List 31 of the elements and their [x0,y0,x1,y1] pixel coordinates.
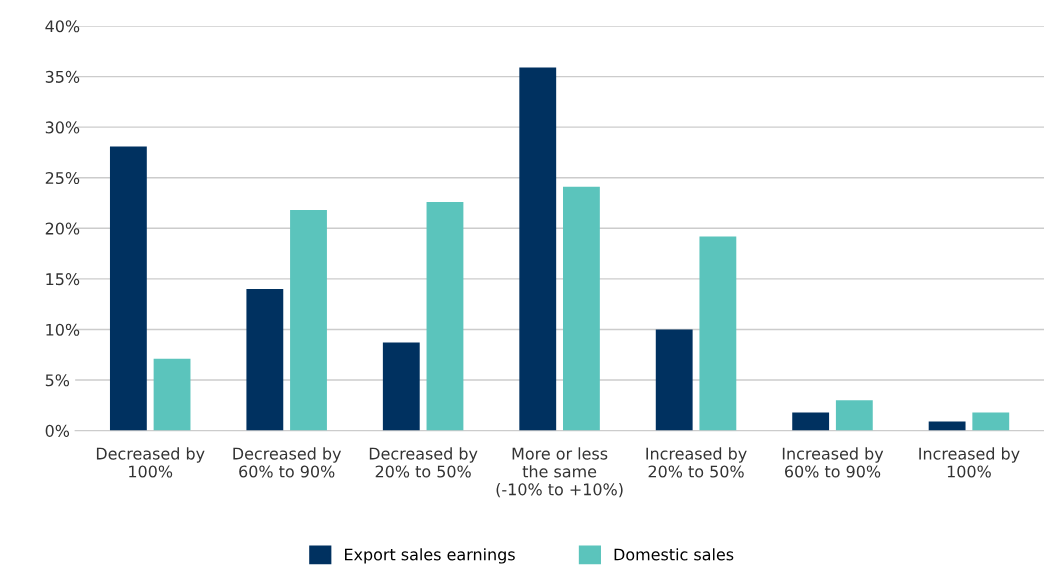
bar [835,400,873,431]
y-tick-label: 10% [46,323,80,336]
x-tick-label: Decreased by 60% to 90% [233,447,342,478]
y-tick-label: 0% [45,424,70,437]
bar [972,412,1010,431]
bar [792,412,830,431]
bar [655,329,693,431]
y-tick-label: 30% [45,121,80,134]
bar [290,210,327,431]
bar [109,146,147,431]
bar [382,342,420,431]
bar [563,186,600,431]
y-tick-label: 5% [45,374,70,387]
x-tick-label: More or less the same (-10% to +10%) [496,447,623,498]
y-tick-label: 40% [45,20,80,33]
x-tick-label: Increased by 60% to 90% [782,447,884,478]
bar [246,289,284,431]
y-tick-label: 35% [45,70,80,83]
legend-label: Domestic sales [614,548,734,561]
y-tick-label: 15% [46,273,80,286]
legend-label: Export sales earnings [345,548,515,564]
bar [699,236,737,431]
x-tick-label: Decreased by 100% [96,447,205,478]
bar [153,358,191,431]
x-tick-label: Increased by 20% to 50% [646,447,747,478]
bar [519,67,557,431]
y-tick-label: 25% [45,171,80,185]
bar [426,202,464,431]
y-tick-label: 20% [45,222,80,235]
x-tick-label: Increased by 100% [919,447,1020,478]
x-tick-label: Decreased by 20% to 50% [369,447,478,478]
